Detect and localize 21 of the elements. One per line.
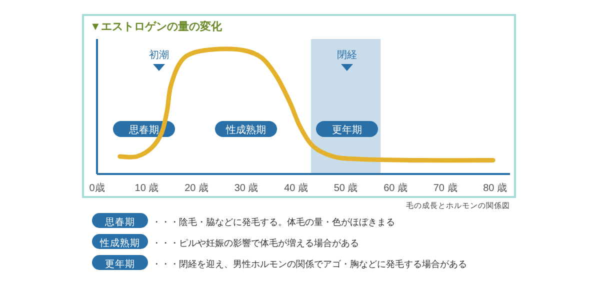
text: ・・・陰毛・脇などに発毛する。体毛の量・色がほぼきまる bbox=[152, 217, 395, 227]
x-tick-label: 20 歳 bbox=[184, 182, 208, 194]
x-tick-label: 10 歳 bbox=[134, 182, 159, 194]
x-tick-label: 50 歳 bbox=[334, 182, 358, 194]
x-tick-label: 30 歳 bbox=[234, 182, 258, 194]
x-tick-label: 40 歳 bbox=[284, 182, 308, 194]
text: ・・・ピルや妊娠の影響で体毛が増える場合がある bbox=[152, 238, 359, 248]
text: 性成熟期 bbox=[99, 237, 140, 249]
x-tick-label: 60 歳 bbox=[384, 182, 408, 194]
text: 思春期 bbox=[104, 216, 135, 228]
chart-title: ▼エストロゲンの量の変化 bbox=[90, 20, 223, 33]
annotation: 性成熟期 bbox=[225, 124, 266, 136]
annotation: 初潮 bbox=[149, 49, 169, 61]
annotation: 思春期 bbox=[128, 124, 159, 136]
x-tick-label: 80 歳 bbox=[483, 182, 508, 194]
x-tick-label: 0歳 bbox=[89, 182, 105, 194]
x-tick-label: 70 歳 bbox=[433, 182, 458, 194]
annotation: 更年期 bbox=[332, 124, 362, 136]
annotation: 閉経 bbox=[337, 50, 357, 61]
text: ・・・閉経を迎え、男性ホルモンの関係でアゴ・胸などに発毛する場合がある bbox=[152, 259, 467, 269]
text: 更年期 bbox=[105, 258, 135, 270]
